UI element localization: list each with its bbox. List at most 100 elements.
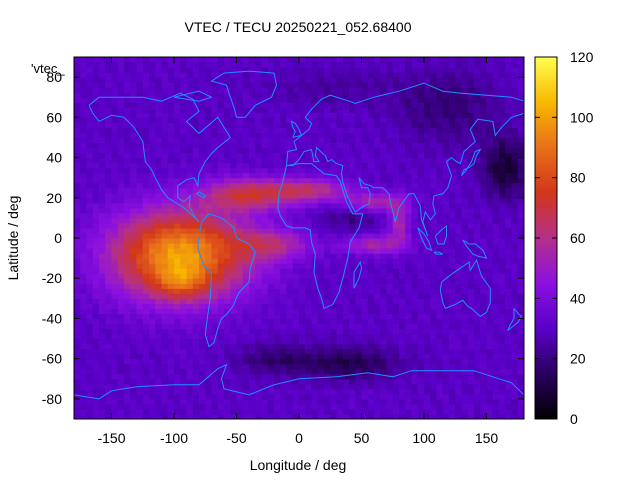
heatmap-cell	[105, 288, 113, 294]
heatmap-cell	[286, 112, 294, 118]
heatmap-cell	[324, 67, 331, 73]
heatmap-cell	[167, 393, 175, 400]
heatmap-cell	[199, 318, 206, 325]
heatmap-cell	[299, 253, 306, 259]
heatmap-cell	[236, 227, 244, 234]
heatmap-cell	[405, 393, 413, 400]
heatmap-cell	[111, 57, 119, 63]
heatmap-cell	[486, 117, 494, 123]
heatmap-cell	[242, 288, 250, 294]
heatmap-cell	[167, 107, 175, 113]
heatmap-cell	[386, 137, 394, 144]
heatmap-cell	[342, 318, 350, 325]
heatmap-cell	[430, 117, 438, 123]
heatmap-cell	[367, 107, 375, 113]
heatmap-cell	[224, 253, 231, 259]
heatmap-cell	[486, 308, 494, 315]
heatmap-cell	[317, 363, 325, 370]
heatmap-cell	[374, 238, 381, 244]
heatmap-cell	[417, 182, 425, 189]
heatmap-cell	[99, 328, 106, 335]
heatmap-cell	[149, 137, 156, 144]
heatmap-cell	[136, 353, 144, 360]
heatmap-cell	[430, 308, 438, 315]
heatmap-cell	[486, 383, 494, 390]
heatmap-cell	[474, 217, 481, 224]
heatmap-cell	[267, 82, 275, 88]
heatmap-cell	[424, 157, 431, 164]
heatmap-cell	[86, 217, 94, 224]
heatmap-cell	[74, 82, 81, 88]
heatmap-cell	[480, 192, 488, 199]
heatmap-cell	[274, 202, 281, 209]
heatmap-cell	[92, 343, 100, 350]
heatmap-cell	[99, 368, 106, 375]
heatmap-cell	[355, 107, 363, 113]
heatmap-cell	[267, 57, 275, 63]
heatmap-cell	[486, 283, 494, 289]
heatmap-cell	[199, 368, 206, 375]
heatmap-cell	[199, 328, 206, 335]
heatmap-cell	[242, 182, 250, 189]
heatmap-cell	[74, 212, 81, 219]
heatmap-cell	[161, 393, 169, 400]
heatmap-cell	[224, 167, 231, 174]
heatmap-cell	[80, 167, 88, 174]
heatmap-cell	[374, 97, 381, 103]
heatmap-cell	[317, 82, 325, 88]
heatmap-cell	[324, 142, 331, 149]
heatmap-cell	[192, 328, 200, 335]
heatmap-cell	[374, 333, 381, 340]
heatmap-cell	[405, 147, 413, 154]
heatmap-cell	[342, 328, 350, 335]
heatmap-cell	[80, 358, 88, 365]
heatmap-cell	[305, 273, 313, 279]
heatmap-cell	[505, 288, 513, 294]
heatmap-cell	[424, 283, 431, 289]
heatmap-cell	[461, 207, 469, 214]
heatmap-cell	[299, 268, 306, 274]
heatmap-cell	[455, 243, 463, 249]
heatmap-cell	[130, 263, 138, 269]
heatmap-cell	[180, 197, 188, 204]
heatmap-cells	[74, 57, 524, 419]
heatmap-cell	[455, 273, 463, 279]
heatmap-cell	[492, 313, 500, 320]
heatmap-cell	[467, 378, 475, 385]
heatmap-cell	[267, 308, 275, 315]
heatmap-cell	[305, 308, 313, 315]
heatmap-cell	[242, 268, 250, 274]
heatmap-cell	[199, 303, 206, 309]
heatmap-cell	[211, 232, 219, 239]
heatmap-cell	[174, 232, 181, 239]
heatmap-cell	[86, 157, 94, 164]
heatmap-cell	[305, 333, 313, 340]
heatmap-cell	[111, 87, 119, 93]
heatmap-cell	[430, 132, 438, 139]
heatmap-cell	[380, 222, 388, 229]
heatmap-cell	[111, 222, 119, 229]
heatmap-cell	[267, 197, 275, 204]
heatmap-cell	[255, 258, 263, 264]
heatmap-cell	[130, 398, 138, 405]
heatmap-cell	[142, 243, 150, 249]
heatmap-cell	[480, 77, 488, 83]
heatmap-cell	[192, 338, 200, 345]
heatmap-cell	[361, 167, 369, 174]
heatmap-cell	[355, 353, 363, 360]
heatmap-cell	[180, 288, 188, 294]
heatmap-cell	[105, 112, 113, 118]
heatmap-cell	[336, 77, 344, 83]
heatmap-cell	[124, 147, 131, 154]
heatmap-cell	[80, 348, 88, 355]
heatmap-cell	[411, 308, 419, 315]
heatmap-cell	[424, 142, 431, 149]
heatmap-cell	[505, 303, 513, 309]
heatmap-cell	[217, 82, 225, 88]
heatmap-cell	[242, 313, 250, 320]
heatmap-cell	[474, 388, 481, 395]
heatmap-cell	[299, 87, 306, 93]
heatmap-cell	[392, 107, 400, 113]
heatmap-cell	[405, 127, 413, 134]
heatmap-cell	[136, 182, 144, 189]
